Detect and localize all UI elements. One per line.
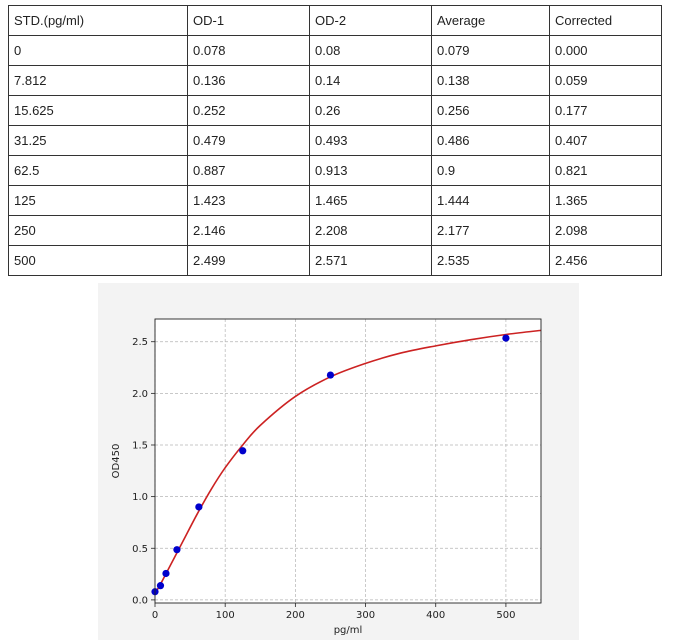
data-cell: 0.256: [431, 95, 550, 126]
data-cell: 1.365: [549, 185, 662, 216]
data-cell: 62.5: [8, 155, 188, 186]
data-cell: 0: [8, 35, 188, 66]
x-tick-label: 300: [356, 610, 375, 621]
data-cell: 2.208: [309, 215, 432, 246]
table-row: 500 2.499 2.571 2.535 2.456: [8, 245, 662, 276]
data-cell: 0.177: [549, 95, 662, 126]
data-cell: 2.456: [549, 245, 662, 276]
data-cell: 125: [8, 185, 188, 216]
x-tick-label: 0: [152, 610, 158, 621]
table-row: 31.25 0.479 0.493 0.486 0.407: [8, 125, 662, 156]
plot-frame: [154, 318, 542, 604]
data-cell: 0.913: [309, 155, 432, 186]
y-tick-label: 2.5: [132, 337, 148, 348]
data-cell: 0.252: [187, 95, 310, 126]
x-tick-label: 400: [426, 610, 445, 621]
x-axis-title: pg/ml: [334, 625, 363, 636]
data-cell: 2.535: [431, 245, 550, 276]
y-tick-label: 0.5: [132, 544, 148, 555]
data-cell: 2.571: [309, 245, 432, 276]
data-cell: 31.25: [8, 125, 188, 156]
data-cell: 0.9: [431, 155, 550, 186]
y-axis-title: OD450: [111, 444, 122, 479]
plot-area: [155, 319, 541, 603]
data-point: [156, 582, 165, 590]
data-cell: 2.499: [187, 245, 310, 276]
table-header-row: STD.(pg/ml) OD-1 OD-2 Average Corrected: [8, 5, 662, 36]
header-cell: STD.(pg/ml): [8, 5, 188, 36]
table-row: 250 2.146 2.208 2.177 2.098: [8, 215, 662, 246]
data-cell: 2.098: [549, 215, 662, 246]
data-cell: 2.146: [187, 215, 310, 246]
data-cell: 1.423: [187, 185, 310, 216]
data-cell: 2.177: [431, 215, 550, 246]
standard-curve-chart: 0 100 200 300 400 500 0.0 0.5 1.0 1.5 2.0 2.5 pg/ml O…: [98, 283, 579, 640]
x-tick-label: 100: [216, 610, 235, 621]
table-row: 125 1.423 1.465 1.444 1.365: [8, 185, 662, 216]
data-cell: 0.059: [549, 65, 662, 96]
data-cell: 0.26: [309, 95, 432, 126]
data-cell: 0.000: [549, 35, 662, 66]
data-cell: 0.493: [309, 125, 432, 156]
data-cell: 0.136: [187, 65, 310, 96]
data-cell: 15.625: [8, 95, 188, 126]
data-cell: 1.465: [309, 185, 432, 216]
header-cell: Average: [431, 5, 550, 36]
data-cell: 0.079: [431, 35, 550, 66]
header-cell: Corrected: [549, 5, 662, 36]
table-row: 62.5 0.887 0.913 0.9 0.821: [8, 155, 662, 186]
header-cell: OD-1: [187, 5, 310, 36]
data-cell: 0.486: [431, 125, 550, 156]
data-cell: 0.078: [187, 35, 310, 66]
data-point: [195, 503, 203, 511]
data-cell: 0.08: [309, 35, 432, 66]
x-tick-label: 200: [286, 610, 305, 621]
data-cell: 7.812: [8, 65, 188, 96]
table-row: 15.625 0.252 0.26 0.256 0.177: [8, 95, 662, 126]
data-point: [239, 447, 247, 455]
y-tick-label: 0.0: [132, 595, 148, 606]
data-cell: 500: [8, 245, 188, 276]
data-cell: 0.479: [187, 125, 310, 156]
data-point: [173, 546, 181, 554]
y-tick-label: 1.5: [132, 440, 148, 451]
data-point: [162, 569, 170, 578]
table-row: 0 0.078 0.08 0.079 0.000: [8, 35, 662, 66]
data-cell: 250: [8, 215, 188, 246]
data-point: [502, 334, 510, 342]
x-tick-label: 500: [496, 610, 515, 621]
data-cell: 0.138: [431, 65, 550, 96]
data-cell: 0.407: [549, 125, 662, 156]
chart-svg: 0 100 200 300 400 500 0.0 0.5 1.0 1.5 2.0 2.5 pg/ml O…: [111, 318, 542, 636]
standard-curve-table: STD.(pg/ml) OD-1 OD-2 Average Corrected 0 0.07…: [8, 5, 662, 276]
data-cell: 0.821: [549, 155, 662, 186]
y-tick-label: 1.0: [132, 492, 148, 503]
data-point: [326, 371, 335, 379]
y-tick-label: 2.0: [132, 389, 148, 400]
header-cell: OD-2: [309, 5, 432, 36]
table-row: 7.812 0.136 0.14 0.138 0.059: [8, 65, 662, 96]
data-cell: 0.14: [309, 65, 432, 96]
data-cell: 1.444: [431, 185, 550, 216]
data-cell: 0.887: [187, 155, 310, 186]
